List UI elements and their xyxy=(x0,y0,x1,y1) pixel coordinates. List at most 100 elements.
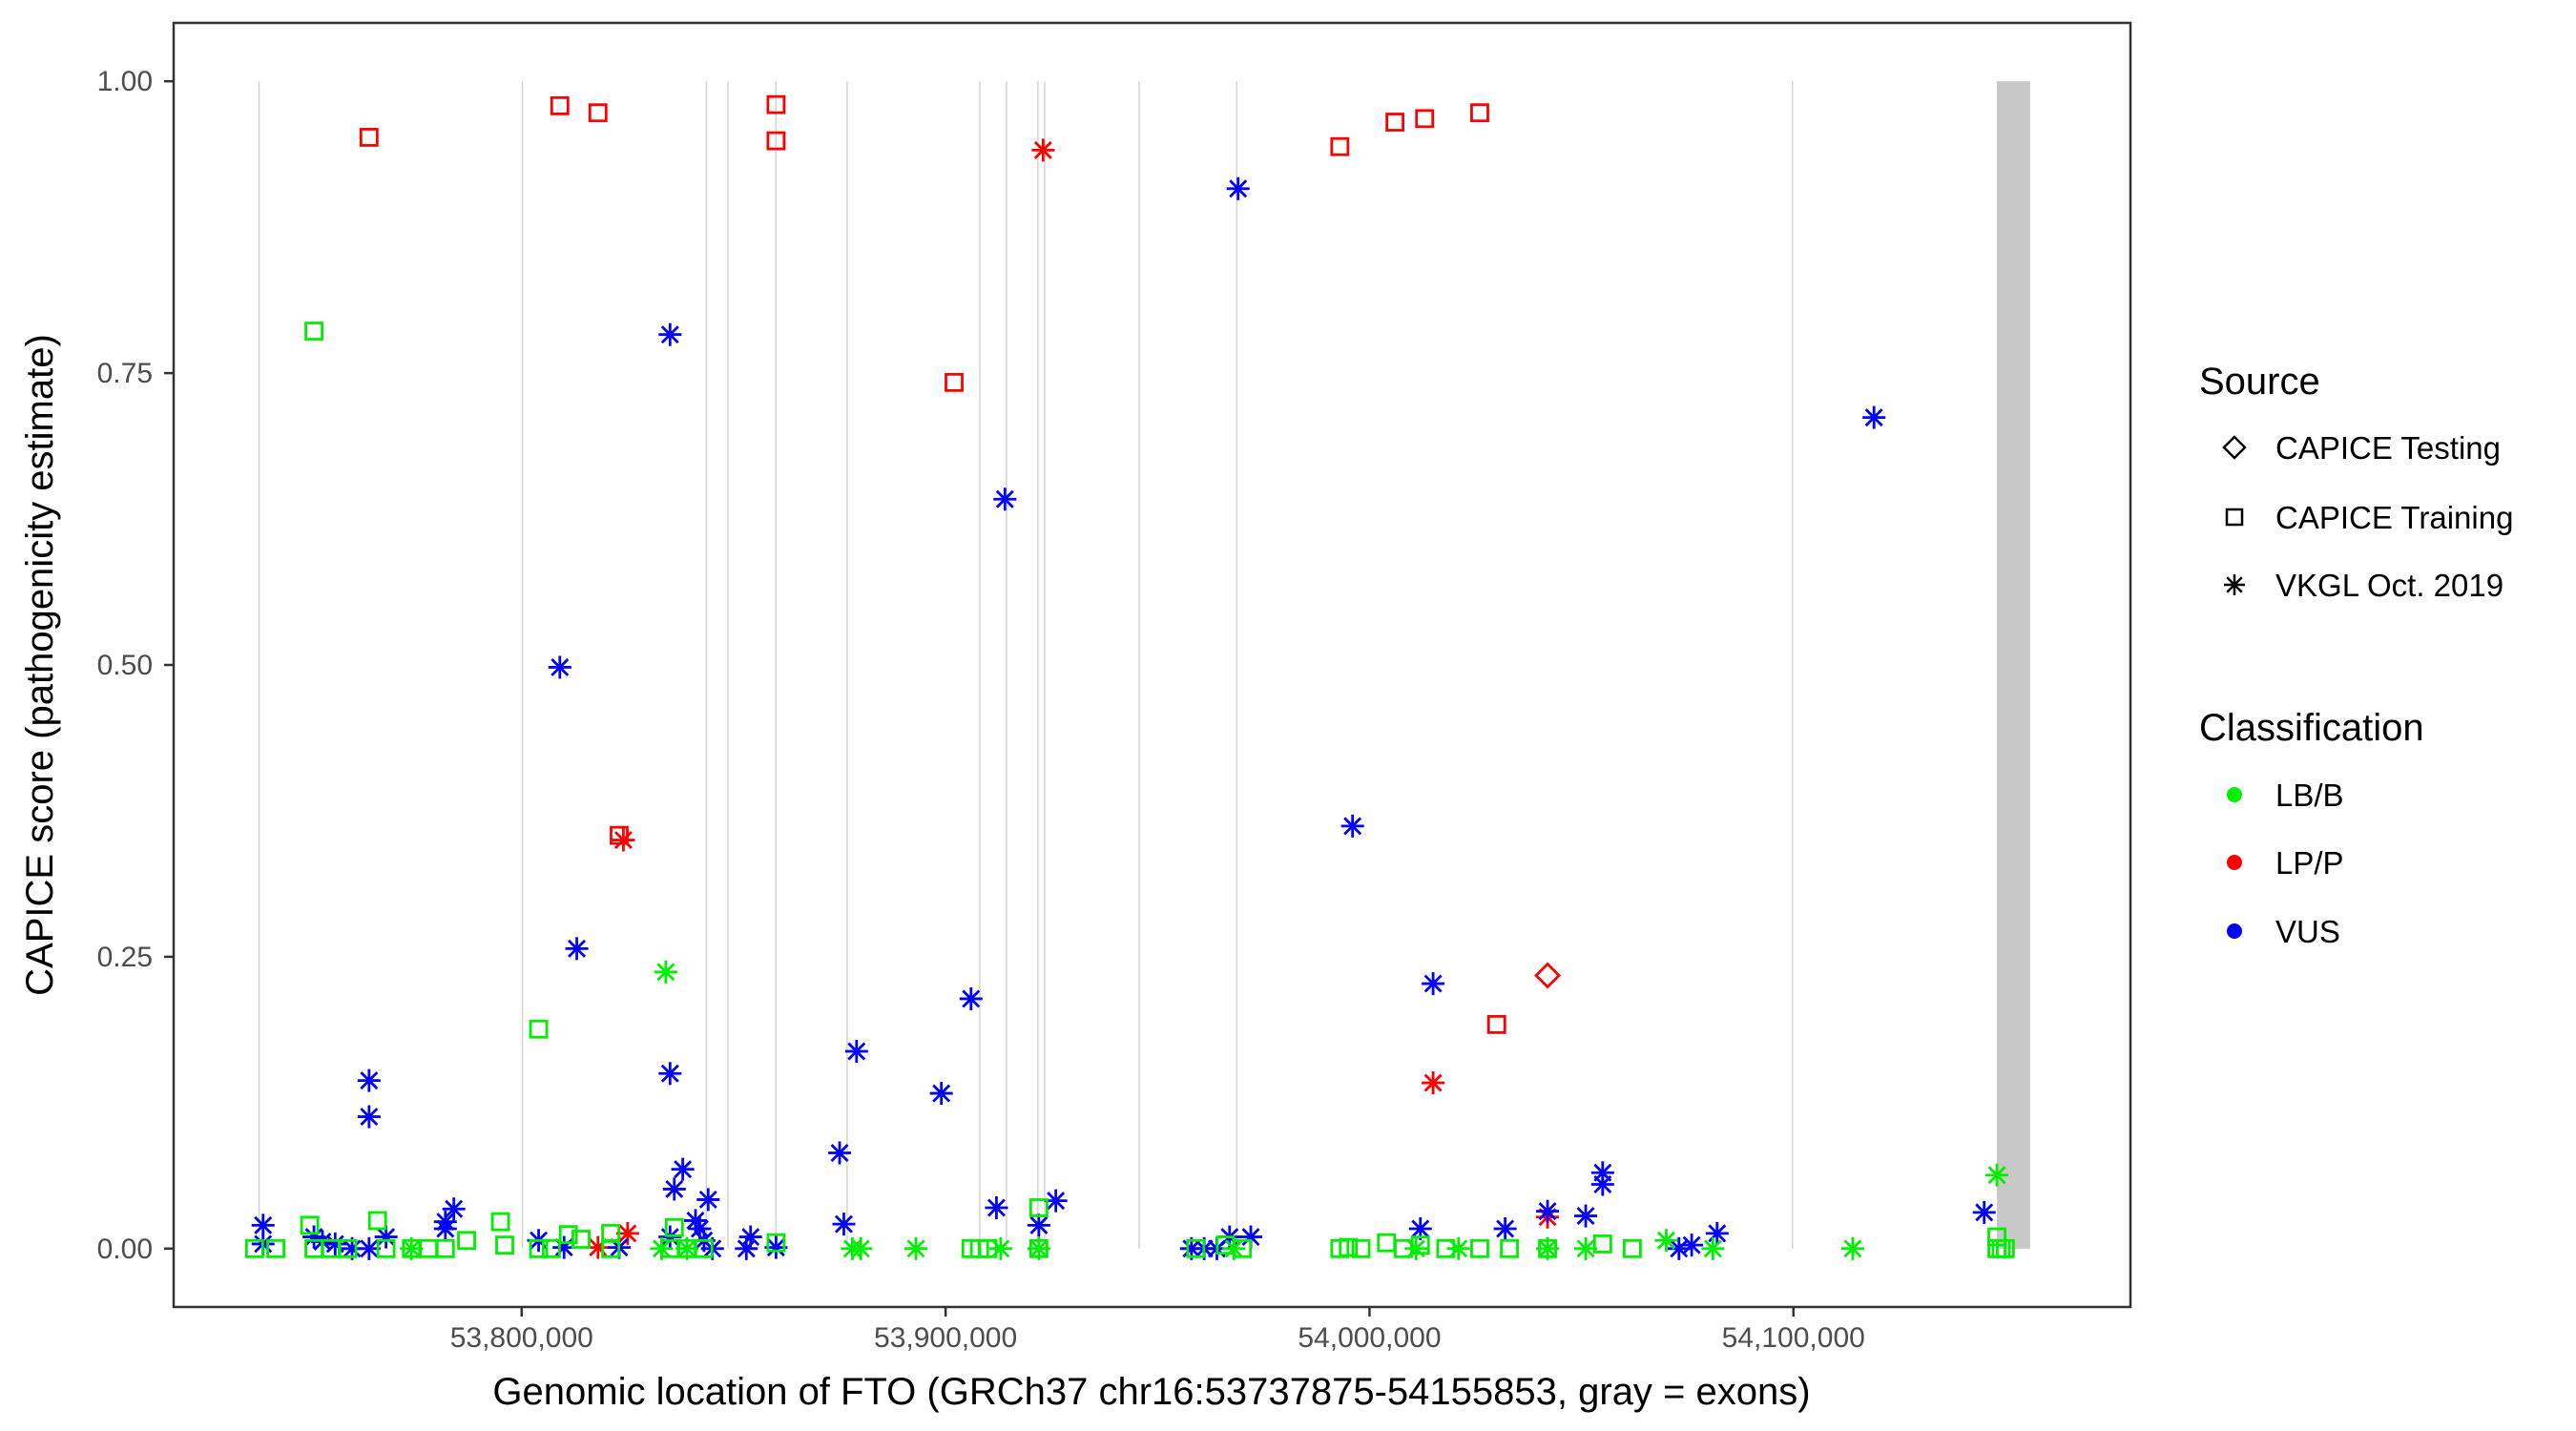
asterisk-stroke xyxy=(660,325,679,344)
exon-mark xyxy=(846,81,848,1249)
data-point-vkgl-vus xyxy=(1536,1199,1560,1223)
data-point-training-lbb xyxy=(1996,1238,2015,1258)
y-tick-label: 0.75 xyxy=(97,358,153,389)
asterisk-stroke xyxy=(1224,1239,1243,1258)
asterisk-stroke xyxy=(991,1239,1010,1258)
exon-mark xyxy=(1997,81,2030,1249)
asterisk-stroke xyxy=(1593,1175,1612,1193)
asterisk-stroke xyxy=(1411,1219,1430,1238)
data-point-vkgl-vus xyxy=(548,655,571,679)
asterisk-stroke xyxy=(1496,1219,1515,1238)
data-point-vkgl-vus xyxy=(1574,1204,1598,1228)
asterisk-stroke xyxy=(1449,1239,1468,1258)
data-point-training-lbb xyxy=(266,1238,285,1258)
data-point-vkgl-lbb xyxy=(1654,1229,1678,1253)
asterisk-stroke xyxy=(445,1199,464,1218)
asterisk-stroke xyxy=(1029,1215,1049,1234)
data-point-testing-lpp xyxy=(1534,962,1562,989)
data-point-vkgl-vus xyxy=(696,1188,720,1212)
data-point-vkgl-vus xyxy=(1862,405,1886,429)
data-point-vkgl-vus xyxy=(1340,814,1364,838)
asterisk-stroke xyxy=(1843,1239,1862,1258)
asterisk-stroke xyxy=(1423,1073,1443,1092)
asterisk-stroke xyxy=(1864,408,1883,427)
data-point-training-lpp xyxy=(359,128,379,147)
asterisk-stroke xyxy=(737,1239,756,1258)
data-point-vkgl-vus xyxy=(828,1141,852,1165)
asterisk-stroke xyxy=(1538,1202,1557,1221)
asterisk-stroke xyxy=(987,1198,1006,1217)
asterisk-stroke xyxy=(995,489,1014,508)
asterisk-stroke xyxy=(1656,1231,1675,1250)
data-point-training-lbb xyxy=(1186,1238,1206,1258)
data-point-training-lbb xyxy=(558,1225,578,1245)
data-point-vkgl-vus xyxy=(671,1157,695,1181)
data-point-vkgl-vus xyxy=(1972,1200,1996,1224)
asterisk-stroke xyxy=(377,1228,396,1247)
asterisk-stroke xyxy=(2226,576,2243,593)
data-point-vkgl-vus xyxy=(1493,1217,1517,1241)
data-point-training-lpp xyxy=(1415,109,1435,129)
asterisk-stroke xyxy=(360,1239,379,1258)
y-tick-label: 0.50 xyxy=(97,650,153,681)
data-point-training-lpp xyxy=(1470,103,1489,123)
data-point-vkgl-lbb xyxy=(1536,1236,1560,1260)
data-point-vkgl-lpp xyxy=(612,828,635,852)
y-axis-title: CAPICE score (pathogenicity estimate) xyxy=(19,334,61,996)
legend-label: LP/P xyxy=(2275,845,2344,881)
asterisk-stroke xyxy=(1241,1228,1260,1247)
data-point-training-lbb xyxy=(571,1230,591,1249)
asterisk-stroke xyxy=(851,1239,870,1258)
legend-label: VKGL Oct. 2019 xyxy=(2275,568,2503,603)
data-point-vkgl-vus xyxy=(1422,972,1445,996)
data-point-vkgl-vus xyxy=(735,1236,758,1260)
asterisk-stroke xyxy=(835,1214,853,1234)
exon-mark xyxy=(1037,81,1039,1249)
data-point-vkgl-vus xyxy=(565,937,589,961)
legend-item-vus: VUS xyxy=(2227,914,2340,949)
asterisk-stroke xyxy=(568,939,587,958)
data-point-vkgl-vus xyxy=(442,1197,466,1221)
data-point-training-lbb xyxy=(304,321,323,341)
legend-item-vkgl: VKGL Oct. 2019 xyxy=(2224,568,2503,603)
asterisk-stroke xyxy=(1538,1239,1557,1258)
data-point-vkgl-vus xyxy=(1027,1213,1050,1237)
data-point-vkgl-lbb xyxy=(400,1236,424,1260)
asterisk-stroke xyxy=(1703,1239,1722,1258)
data-point-vkgl-vus xyxy=(993,487,1017,511)
data-point-training-lbb xyxy=(529,1019,549,1039)
asterisk-stroke xyxy=(830,1144,849,1162)
data-point-training-lbb xyxy=(495,1235,514,1255)
data-point-vkgl-vus xyxy=(1408,1217,1432,1241)
data-point-training-lpp xyxy=(588,103,608,123)
asterisk-stroke xyxy=(1975,1203,1994,1222)
asterisk-stroke xyxy=(618,1224,637,1243)
y-axis: 0.00 0.25 0.50 0.75 1.00 xyxy=(97,66,174,1265)
data-point-training-lbb xyxy=(1500,1238,1519,1258)
legend-classification-title: Classification xyxy=(2199,707,2424,749)
asterisk-stroke xyxy=(1423,974,1443,993)
asterisk-icon xyxy=(2224,574,2245,595)
data-point-vkgl-vus xyxy=(985,1195,1008,1219)
asterisk-stroke xyxy=(1576,1207,1595,1226)
y-tick-label: 1.00 xyxy=(97,66,153,97)
asterisk-stroke xyxy=(665,1179,684,1198)
data-point-vkgl-vus xyxy=(929,1082,953,1106)
x-tick-label: 54,100,000 xyxy=(1722,1322,1865,1354)
data-point-vkgl-lbb xyxy=(1222,1236,1246,1260)
data-point-vkgl-lbb xyxy=(1027,1236,1050,1260)
asterisk-stroke xyxy=(402,1239,421,1258)
exon-mark xyxy=(1791,81,1794,1249)
data-point-training-lbb xyxy=(300,1215,320,1235)
legend-item-lp-p: LP/P xyxy=(2227,845,2344,881)
data-point-training-lpp xyxy=(1330,136,1350,156)
data-point-vkgl-lbb xyxy=(1574,1236,1598,1260)
legend-label: CAPICE Training xyxy=(2275,500,2513,535)
asterisk-stroke xyxy=(1406,1239,1425,1258)
legend-source-title: Source xyxy=(2199,361,2320,403)
data-point-training-lpp xyxy=(766,131,786,151)
red-dot-icon xyxy=(2227,855,2242,870)
x-tick-label: 53,900,000 xyxy=(874,1322,1017,1354)
